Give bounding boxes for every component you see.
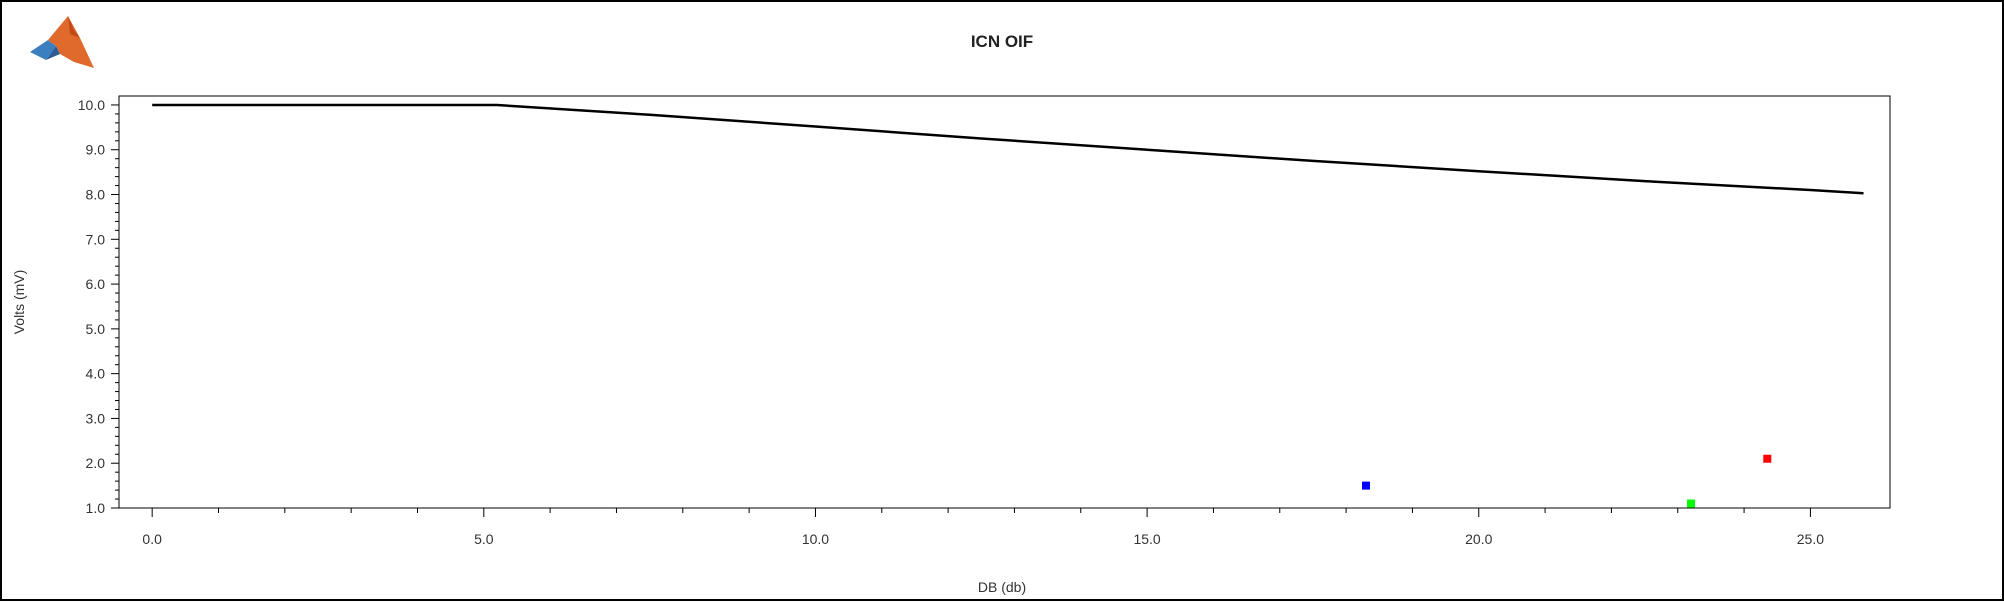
- y-tick-label: 4.0: [86, 366, 106, 382]
- x-tick-label: 10.0: [802, 531, 829, 547]
- data-point: [1687, 499, 1696, 508]
- y-tick-label: 2.0: [86, 455, 106, 471]
- points-layer: [1361, 454, 1772, 508]
- y-tick-label: 9.0: [86, 142, 106, 158]
- y-tick-label: 10.0: [78, 97, 105, 113]
- y-axis-title: Volts (mV): [11, 270, 27, 335]
- y-tick-label: 5.0: [86, 321, 106, 337]
- x-axis-title: DB (db): [978, 579, 1026, 595]
- x-tick-label: 0.0: [142, 531, 162, 547]
- x-tick-label: 20.0: [1465, 531, 1492, 547]
- x-tick-label: 5.0: [474, 531, 494, 547]
- series-layer: [152, 103, 1864, 195]
- data-point: [1361, 481, 1370, 490]
- x-tick-label: 25.0: [1797, 531, 1824, 547]
- chart-title: ICN OIF: [971, 32, 1033, 51]
- y-tick-label: 1.0: [86, 500, 106, 516]
- matlab-logo-icon: [30, 16, 94, 68]
- plot-area: [118, 95, 1891, 509]
- series-line: [152, 103, 1864, 195]
- y-tick-label: 7.0: [86, 231, 106, 247]
- x-axis: 0.0 5.0 10.0 15.0 20.0 25.0: [142, 508, 1824, 547]
- data-point: [1763, 454, 1772, 463]
- y-axis: 1.0 2.0 3.0 4.0 5.0 6.0 7.0 8.0 9.0 10.0: [78, 97, 119, 516]
- y-tick-label: 3.0: [86, 410, 106, 426]
- y-tick-label: 8.0: [86, 187, 106, 203]
- y-tick-label: 6.0: [86, 276, 106, 292]
- x-tick-label: 15.0: [1133, 531, 1160, 547]
